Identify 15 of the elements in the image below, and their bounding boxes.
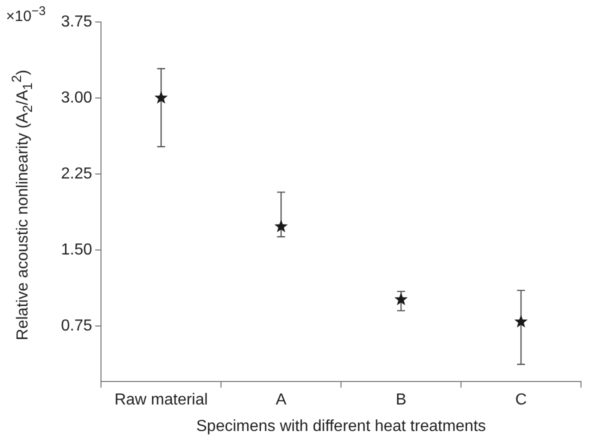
point <box>154 90 168 104</box>
x-tick-label: C <box>515 392 527 409</box>
text: ×10$^{−3}$ <box>6 4 46 25</box>
x-tick-label: B <box>396 392 406 409</box>
point <box>274 220 288 232</box>
y-tick-label: 0.75 <box>61 317 92 334</box>
x-tick-label: A <box>276 392 287 409</box>
x-axis-title: Specimens with different heat treatments <box>196 418 486 435</box>
y-tick-label: 2.25 <box>61 165 92 182</box>
y-tick-label: 3.75 <box>61 13 92 30</box>
point <box>394 292 408 306</box>
x-tick-label: Raw material <box>114 392 208 409</box>
y-tick-label: 1.50 <box>61 241 92 258</box>
y-tick-label: 3.00 <box>61 89 92 106</box>
point <box>514 314 528 328</box>
